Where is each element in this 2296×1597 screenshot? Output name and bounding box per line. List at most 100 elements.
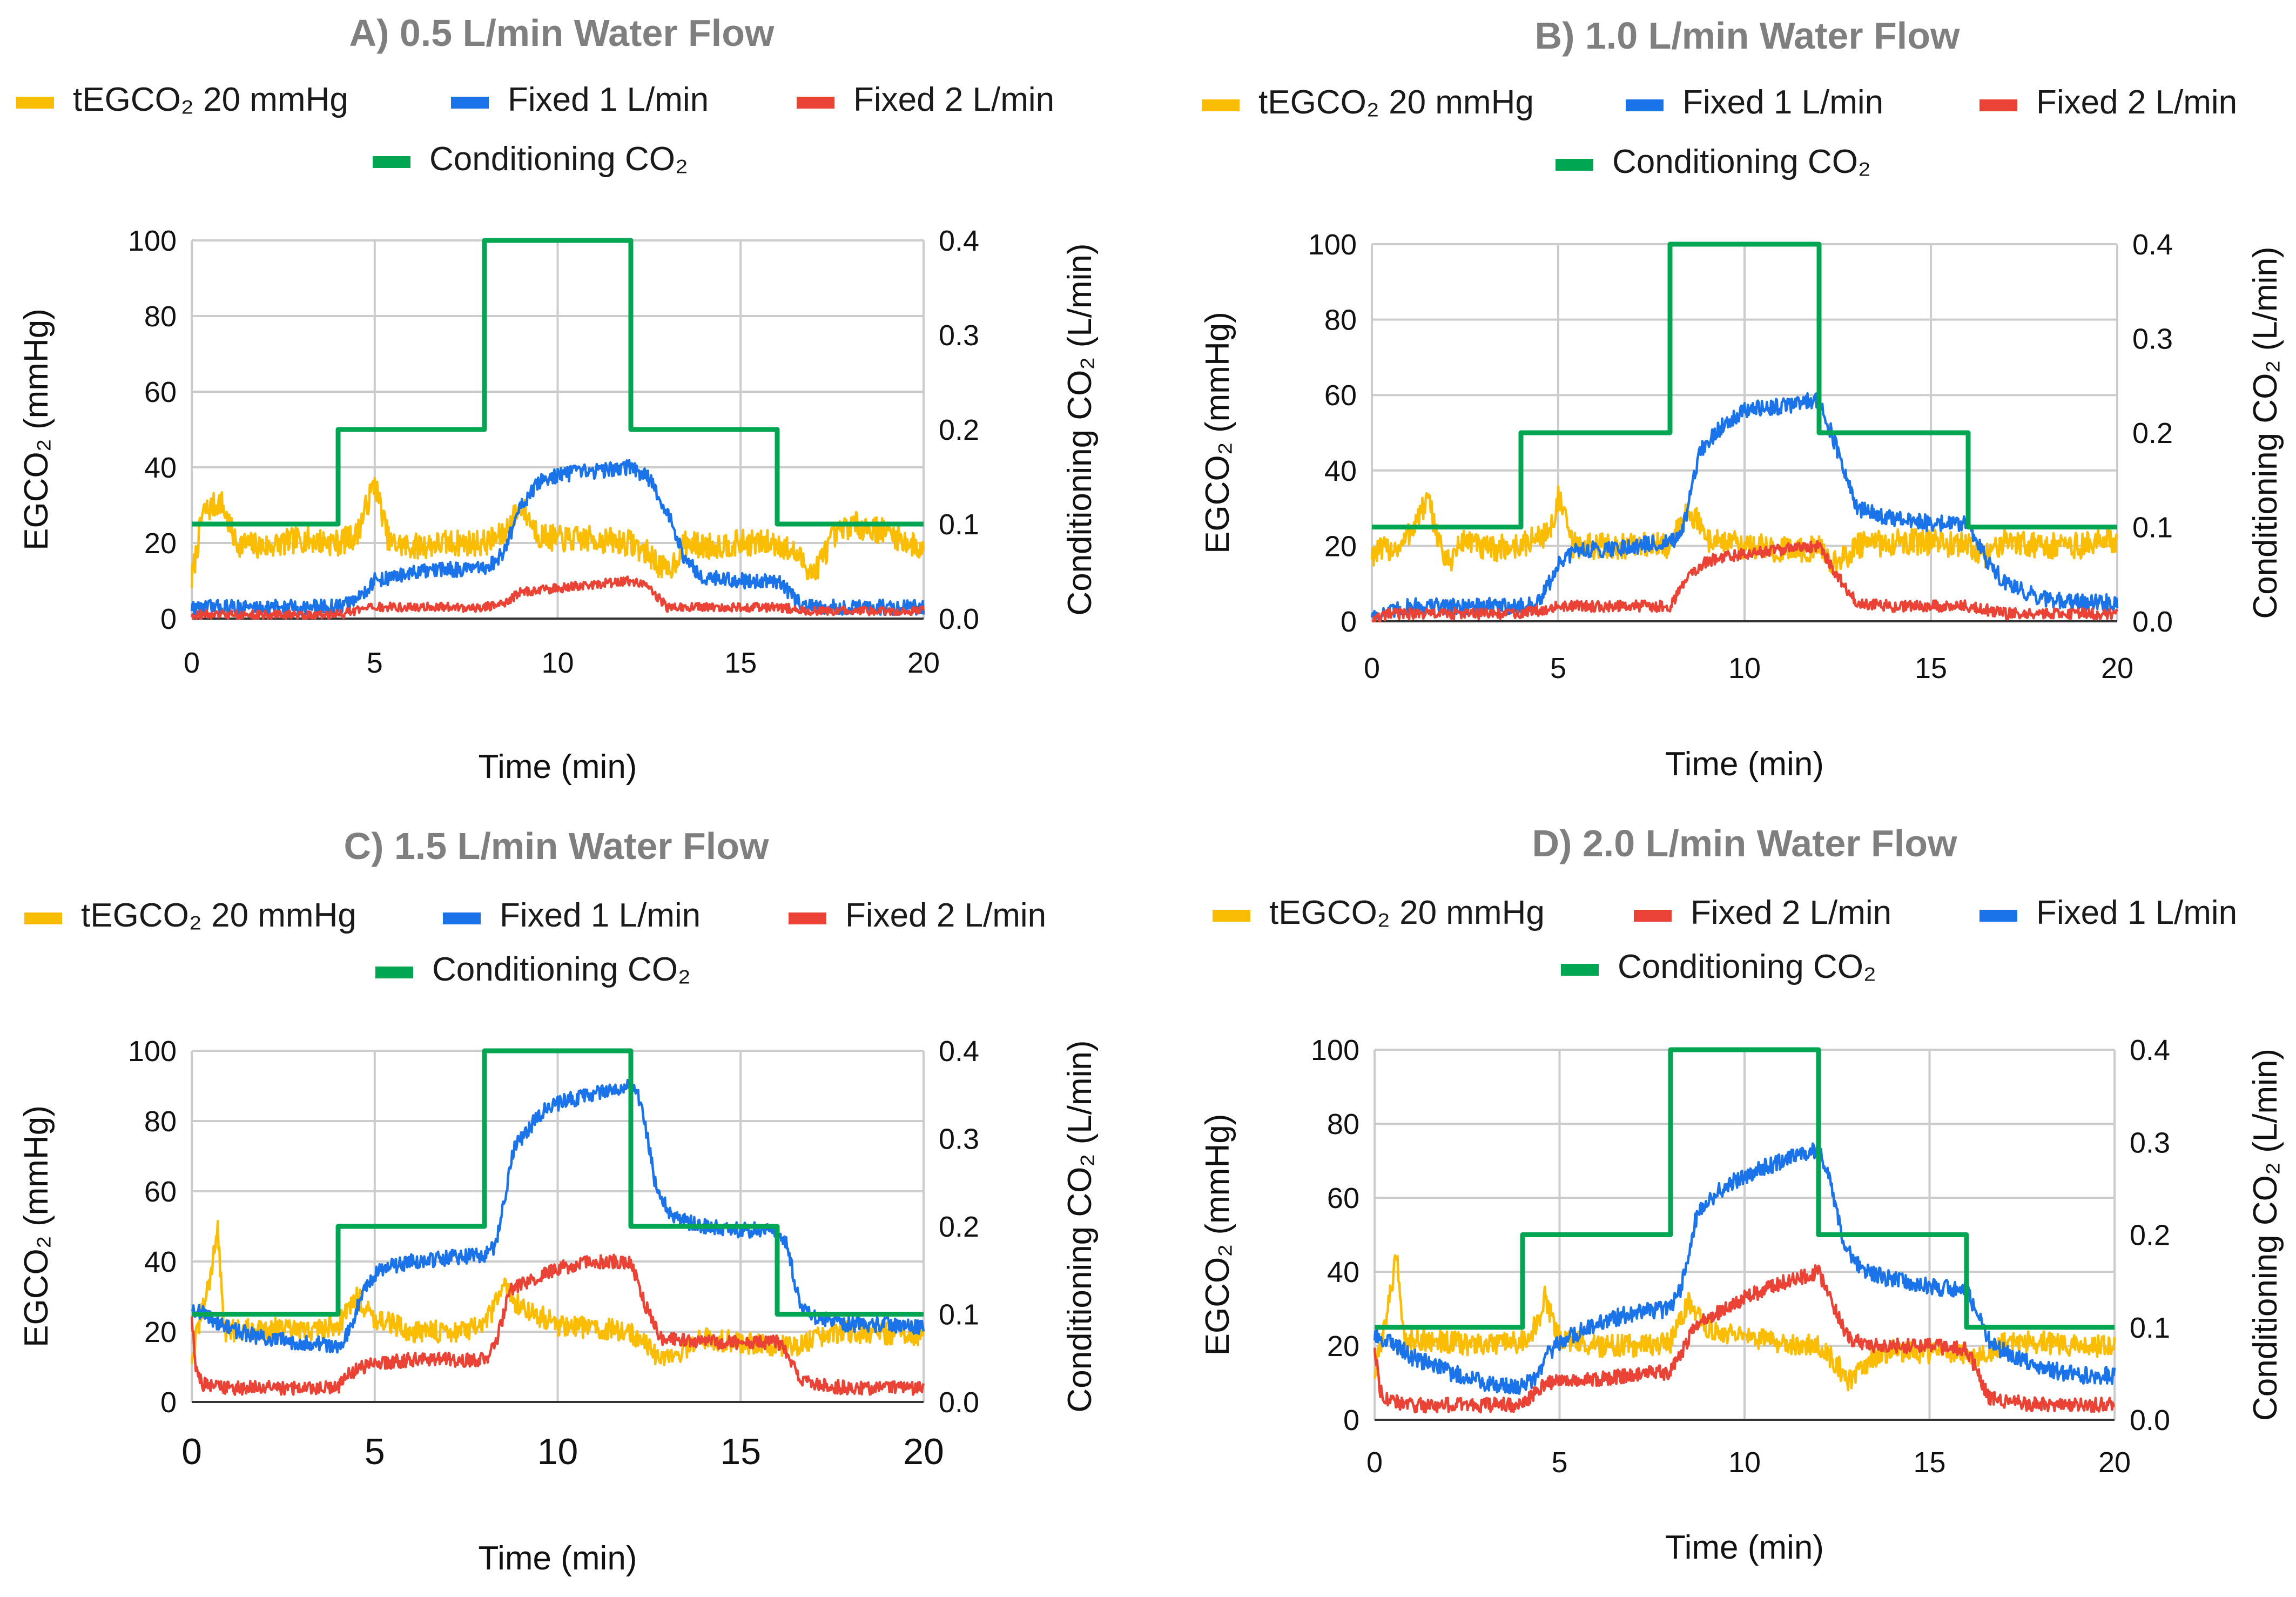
series-line-fixed-1-l-min (191, 1078, 925, 1354)
y-axis-label: EGCO₂ (mmHg) (1199, 1114, 1236, 1356)
y2-tick-label: 0.0 (2132, 606, 2173, 638)
y-tick-label: 80 (1324, 304, 1357, 337)
y-axis-label: EGCO₂ (mmHg) (18, 1105, 55, 1347)
x-tick-label: 15 (1913, 1446, 1945, 1479)
y2-axis-label: Conditioning CO₂ (L/min) (1061, 1040, 1099, 1412)
legend-label: Conditioning CO₂ (1618, 948, 1876, 985)
series-line-tegco-20-mmhg (1373, 1254, 2116, 1392)
x-tick-label: 0 (1366, 1446, 1383, 1479)
y-tick-label: 100 (1308, 229, 1357, 261)
legend-label: Fixed 1 L/min (1682, 84, 1883, 121)
legend-swatch (1979, 99, 2017, 111)
y2-tick-label: 0.3 (939, 319, 979, 352)
legend-swatch (373, 156, 410, 168)
y-tick-label: 60 (1324, 379, 1357, 412)
y-tick-label: 0 (160, 603, 177, 635)
y-tick-label: 60 (144, 1176, 177, 1208)
legend-label: Conditioning CO₂ (429, 140, 688, 178)
legend-label: Conditioning CO₂ (432, 951, 691, 988)
y2-tick-label: 0.4 (939, 225, 979, 257)
legend-swatch (797, 97, 834, 109)
series-line-conditioning-co (1375, 1047, 2115, 1330)
series-line-conditioning-co (192, 238, 924, 527)
y-tick-label: 20 (1327, 1330, 1359, 1363)
series-line-tegco-20-mmhg (190, 1219, 925, 1366)
x-tick-label: 10 (1728, 1446, 1761, 1479)
y-tick-label: 40 (144, 452, 177, 484)
legend-label: Fixed 1 L/min (500, 897, 701, 934)
x-tick-label: 5 (1551, 1446, 1567, 1479)
chart-title: B) 1.0 L/min Water Flow (1535, 15, 1960, 57)
x-tick-label: 5 (1550, 652, 1566, 685)
legend-label: tEGCO₂ 20 mmHg (1258, 84, 1534, 121)
series-line-tegco-20-mmhg (1370, 485, 2118, 574)
series-line-fixed-2-l-min (1371, 540, 2119, 623)
y2-tick-label: 0.4 (939, 1035, 979, 1068)
y-tick-label: 100 (1311, 1034, 1359, 1066)
series-line-fixed-2-l-min (1373, 1264, 2115, 1414)
legend-swatch (443, 912, 481, 924)
y2-tick-label: 0.2 (939, 1211, 979, 1243)
series-line-conditioning-co (192, 1048, 924, 1317)
x-tick-label: 20 (907, 647, 940, 679)
x-tick-label: 15 (724, 647, 757, 679)
series-line-fixed-2-l-min (190, 575, 925, 620)
chart-title: D) 2.0 L/min Water Flow (1532, 822, 1957, 864)
series-line-tegco-20-mmhg (190, 477, 925, 588)
legend-swatch (16, 97, 54, 109)
y-tick-label: 80 (144, 300, 177, 333)
y-tick-label: 0 (1343, 1404, 1359, 1437)
y2-tick-label: 0.4 (2130, 1034, 2170, 1066)
x-tick-label: 20 (903, 1431, 944, 1472)
y-axis-label: EGCO₂ (mmHg) (1199, 312, 1236, 554)
x-tick-label: 20 (2098, 1446, 2131, 1479)
legend-label: tEGCO₂ 20 mmHg (73, 81, 348, 118)
x-tick-label: 0 (184, 647, 200, 679)
legend-swatch (789, 912, 826, 924)
legend-label: Fixed 2 L/min (1691, 894, 1891, 931)
legend-label: Fixed 1 L/min (2036, 894, 2237, 931)
x-tick-label: 15 (720, 1431, 761, 1472)
series-line-fixed-1-l-min (1373, 1142, 2116, 1395)
legend-swatch (1556, 159, 1593, 171)
legend-label: tEGCO₂ 20 mmHg (1269, 894, 1545, 931)
legend-swatch (1202, 99, 1240, 111)
y-tick-label: 100 (128, 1035, 177, 1068)
x-axis-label: Time (min) (479, 748, 637, 786)
legend: tEGCO₂ 20 mmHg Fixed 1 L/min Fixed 2 L/min… (1202, 84, 2237, 180)
y-tick-label: 20 (144, 527, 177, 560)
y2-tick-label: 0.0 (2130, 1404, 2170, 1437)
y2-axis-label: Conditioning CO₂ (L/min) (2247, 246, 2284, 619)
series-line-conditioning-co (1372, 241, 2117, 529)
gridlines (191, 239, 925, 620)
y2-tick-label: 0.2 (939, 414, 979, 446)
legend-swatch (1561, 964, 1599, 976)
legend-label: Conditioning CO₂ (1612, 143, 1871, 180)
x-tick-label: 5 (365, 1431, 385, 1472)
y2-axis-label: Conditioning CO₂ (L/min) (1061, 243, 1099, 615)
gridlines (1373, 1049, 2116, 1421)
y-tick-label: 0 (160, 1386, 177, 1419)
chart-panel-3: C) 1.5 L/min Water Flow tEGCO₂ 20 mmHg Fix… (18, 825, 1099, 1577)
x-axis-label: Time (min) (479, 1540, 637, 1577)
legend-swatch (1213, 910, 1250, 922)
chart-title: C) 1.5 L/min Water Flow (344, 825, 769, 867)
x-tick-label: 10 (541, 647, 574, 679)
x-tick-label: 0 (1364, 652, 1380, 685)
y2-tick-label: 0.0 (939, 603, 979, 635)
series-lines (1373, 1047, 2116, 1414)
x-axis-label: Time (min) (1665, 1529, 1824, 1566)
series-lines (190, 1048, 925, 1396)
series-lines (1370, 241, 2119, 623)
y2-tick-label: 0.1 (939, 508, 979, 541)
y2-tick-label: 0.4 (2132, 229, 2173, 261)
y-tick-label: 20 (1324, 530, 1357, 562)
y-tick-label: 20 (144, 1316, 177, 1348)
legend-swatch (24, 912, 62, 924)
legend-label: Fixed 1 L/min (508, 81, 709, 118)
y2-tick-label: 0.2 (2130, 1219, 2170, 1252)
y2-tick-label: 0.1 (2130, 1312, 2170, 1344)
y-axis-label: EGCO₂ (mmHg) (18, 308, 55, 551)
